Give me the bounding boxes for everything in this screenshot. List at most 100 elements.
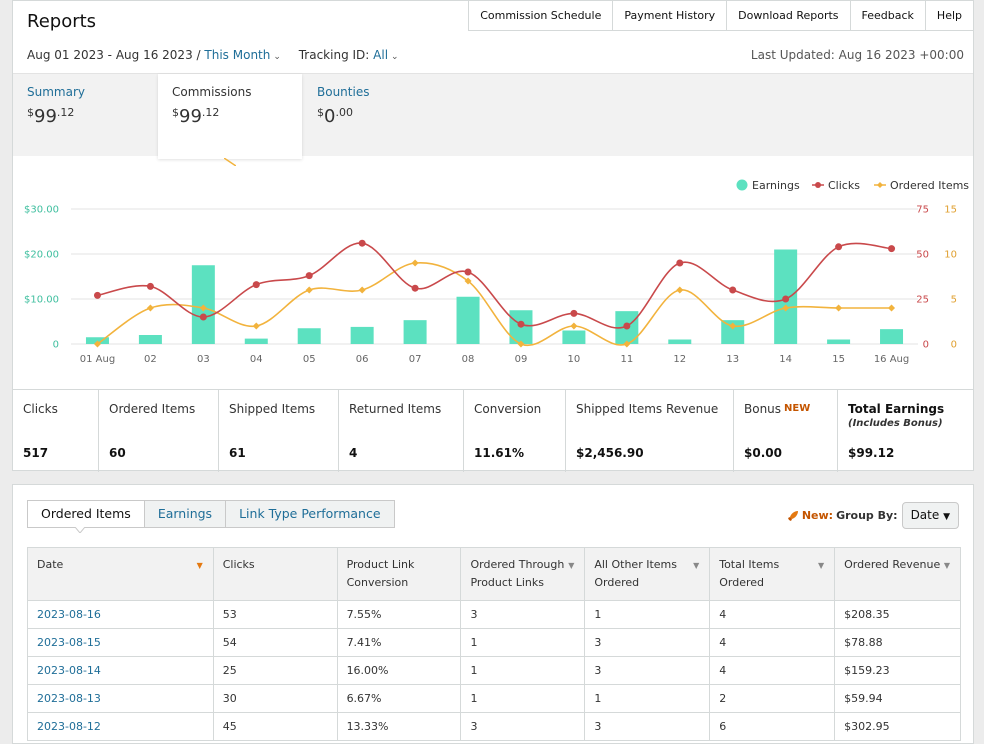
date-link[interactable]: 2023-08-12 — [27, 712, 214, 741]
ordered-items-point — [888, 304, 896, 312]
tab-pointer-icon — [75, 527, 85, 533]
commission-schedule-button[interactable]: Commission Schedule — [468, 0, 614, 31]
x-axis-tick-label: 12 — [673, 354, 686, 365]
legend-label: Clicks — [828, 179, 860, 192]
stat-shipped-items: Shipped Items 61 — [219, 390, 339, 472]
x-axis-tick-label: 15 — [832, 354, 845, 365]
tab-earnings[interactable]: Earnings — [144, 500, 227, 528]
tracking-id-dropdown[interactable]: Tracking ID: All ⌄ — [299, 48, 399, 62]
chevron-down-icon: ⌄ — [391, 52, 399, 62]
sort-icon[interactable]: ▼ — [943, 561, 950, 570]
x-axis-tick-label: 02 — [144, 354, 157, 365]
x-axis-tick-label: 07 — [409, 354, 422, 365]
last-updated: Last Updated: Aug 16 2023 +00:00 — [750, 48, 964, 62]
sort-icon[interactable]: ▼ — [568, 561, 575, 570]
cell-revenue: $208.35 — [834, 600, 961, 629]
ordered-items-point — [199, 304, 207, 312]
tab-link-type-performance[interactable]: Link Type Performance — [226, 500, 395, 528]
stat-label: Ordered Items — [109, 402, 196, 416]
earnings-bar — [456, 296, 480, 344]
column-header-total-items[interactable]: Total Items Ordered ▼ — [709, 547, 836, 601]
cell-other-items: 3 — [584, 712, 711, 741]
clicks-point — [146, 282, 154, 290]
sort-desc-icon[interactable]: ▼ — [196, 561, 203, 570]
chevron-down-icon: ⌄ — [273, 52, 281, 62]
clicks-point — [835, 243, 843, 251]
x-axis-tick-label: 03 — [197, 354, 210, 365]
clicks-point — [517, 320, 525, 328]
date-link[interactable]: 2023-08-15 — [27, 628, 214, 657]
cell-total-items: 6 — [709, 712, 836, 741]
clicks-point — [199, 313, 207, 321]
stat-label: Shipped Items — [229, 402, 316, 416]
stat-sublabel: (Includes Bonus) — [848, 418, 943, 429]
stat-label: Returned Items — [349, 402, 442, 416]
tab-ordered-items[interactable]: Ordered Items — [27, 500, 145, 528]
sort-icon[interactable]: ▼ — [817, 561, 825, 570]
cell-clicks: 45 — [212, 712, 338, 741]
cell-other-items: 1 — [584, 684, 711, 713]
table-row: 2023-08-12 45 13.33% 3 3 6 $302.95 — [27, 712, 961, 741]
date-link[interactable]: 2023-08-14 — [27, 656, 214, 685]
payment-history-button[interactable]: Payment History — [613, 0, 728, 31]
date-link[interactable]: 2023-08-13 — [27, 684, 214, 713]
table-row: 2023-08-13 30 6.67% 1 1 2 $59.94 — [27, 684, 961, 713]
tab-commissions[interactable]: Commissions $99.12 — [158, 74, 302, 159]
date-link[interactable]: 2023-08-16 — [27, 600, 214, 629]
stat-shipped-revenue: Shipped Items Revenue $2,456.90 — [566, 390, 734, 472]
cell-conversion: 7.55% — [336, 600, 462, 629]
ordered-items-line — [97, 261, 892, 347]
legend-label: Ordered Items — [890, 179, 969, 192]
column-header-ordered-through-links[interactable]: Ordered Through Product Links ▼ — [460, 547, 586, 601]
page-title: Reports — [27, 11, 97, 32]
stat-label: Clicks — [23, 402, 58, 416]
stats-row: Clicks 517 Ordered Items 60 Shipped Item… — [13, 389, 973, 472]
clicks-point — [729, 286, 737, 294]
column-header-conversion[interactable]: Product Link Conversion — [336, 547, 462, 601]
cell-ordered-through: 1 — [460, 684, 586, 713]
ordered-items-point — [729, 322, 737, 330]
left-axis-tick-label: $10.00 — [24, 295, 59, 306]
cell-revenue: $302.95 — [834, 712, 961, 741]
x-axis-tick-label: 16 Aug — [874, 354, 909, 365]
ordered-items-point — [782, 304, 790, 312]
left-axis-tick-label: $20.00 — [24, 250, 59, 261]
ordered-items-point — [252, 322, 260, 330]
sort-icon[interactable]: ▼ — [693, 561, 700, 570]
tab-summary[interactable]: Summary $99.12 — [13, 74, 158, 157]
legend-earnings-swatch — [736, 179, 748, 191]
table-row: 2023-08-15 54 7.41% 1 3 4 $78.88 — [27, 628, 961, 657]
clicks-point — [464, 268, 472, 276]
cell-ordered-through: 1 — [460, 656, 586, 685]
tab-pointer-icon — [224, 158, 236, 166]
group-by-select[interactable]: Date ▼ — [901, 502, 959, 529]
ordered-items-point — [146, 304, 154, 312]
column-header-date[interactable]: Date ▼ — [27, 547, 214, 601]
period-dropdown[interactable]: This Month ⌄ — [204, 48, 281, 62]
download-reports-button[interactable]: Download Reports — [727, 0, 851, 31]
cell-total-items: 4 — [709, 656, 836, 685]
column-header-clicks[interactable]: Clicks — [212, 547, 338, 601]
cell-conversion: 6.67% — [336, 684, 462, 713]
clicks-point — [93, 291, 101, 299]
cell-clicks: 53 — [212, 600, 338, 629]
report-tabs: Ordered Items Earnings Link Type Perform… — [27, 500, 395, 528]
earnings-bar — [403, 320, 427, 344]
left-axis-tick-label: $30.00 — [24, 205, 59, 216]
x-axis-tick-label: 08 — [462, 354, 475, 365]
feedback-button[interactable]: Feedback — [850, 0, 926, 31]
right-axis-tick-label: 25 — [916, 295, 929, 306]
clicks-point — [411, 284, 419, 292]
cell-total-items: 2 — [709, 684, 836, 713]
ordered-items-point — [464, 277, 472, 285]
earnings-bar — [297, 328, 321, 344]
reports-panel: Reports Commission Schedule Payment Hist… — [12, 0, 974, 472]
earnings-bar — [668, 339, 692, 344]
column-header-ordered-revenue[interactable]: Ordered Revenue ▼ — [834, 547, 961, 601]
stat-label: Conversion — [474, 402, 542, 416]
tab-bounties[interactable]: Bounties $0.00 — [303, 74, 448, 157]
column-header-other-items[interactable]: All Other Items Ordered ▼ — [584, 547, 711, 601]
help-button[interactable]: Help — [925, 0, 974, 31]
earnings-bar — [562, 330, 586, 344]
clicks-line — [97, 242, 892, 329]
